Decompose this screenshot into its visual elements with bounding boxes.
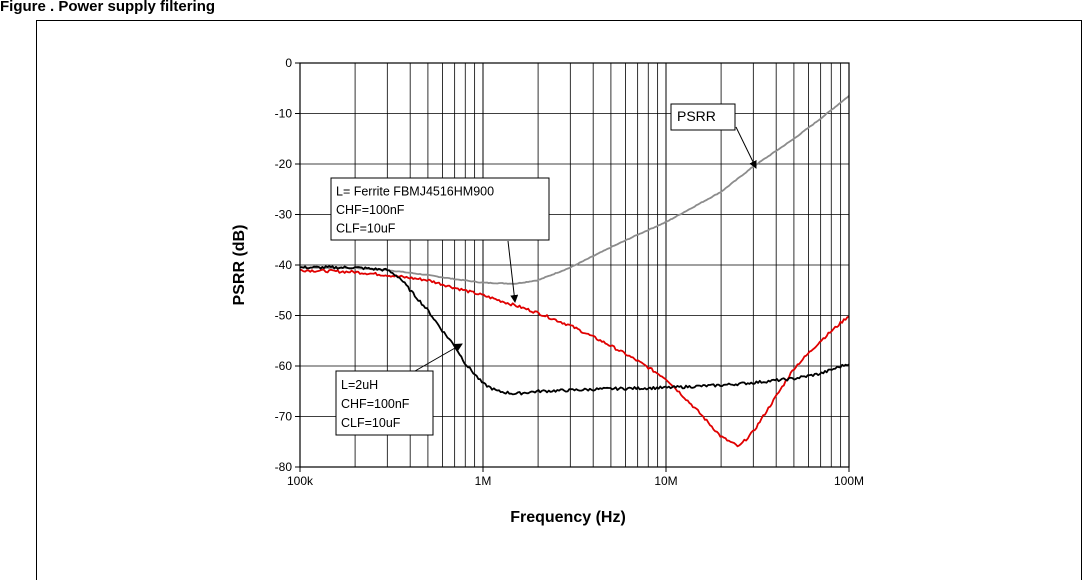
annotation-text-ferrite: CHF=100nF <box>336 203 405 217</box>
annotation-text-psrr: PSRR <box>677 108 716 124</box>
annotation-text-inductor: CHF=100nF <box>341 397 410 411</box>
y-axis-title: PSRR (dB) <box>231 225 248 306</box>
annotation-text-ferrite: CLF=10uF <box>336 222 396 236</box>
x-tick-label: 10M <box>654 474 677 488</box>
y-tick-label: -30 <box>275 208 293 222</box>
annotation-box-inductor <box>335 370 434 436</box>
series-line-1 <box>300 95 850 285</box>
y-tick-label: -40 <box>275 258 293 272</box>
series-line-3 <box>299 265 850 396</box>
y-tick-label: -80 <box>275 460 293 474</box>
series-line-2 <box>299 268 850 448</box>
y-tick-label: -70 <box>275 410 293 424</box>
y-tick-label: -10 <box>275 107 293 121</box>
annotation-arrow <box>414 343 463 372</box>
annotation-arrow <box>507 240 519 303</box>
x-tick-label: 100k <box>287 474 314 488</box>
x-tick-label: 1M <box>475 474 492 488</box>
annotation-text-inductor: CLF=10uF <box>341 416 401 430</box>
annotation-arrow <box>735 126 757 169</box>
annotation-text-inductor: L=2uH <box>341 378 378 392</box>
figure-caption: Figure . Power supply filtering <box>0 0 216 15</box>
annotation-box-ferrite <box>330 177 550 241</box>
series-layer <box>299 95 850 448</box>
x-axis-title: Frequency (Hz) <box>510 509 626 526</box>
x-tick-label: 100M <box>834 474 864 488</box>
figure-frame <box>36 20 1082 580</box>
annotation-text-ferrite: L= Ferrite FBMJ4516HM900 <box>336 185 494 199</box>
y-tick-label: -50 <box>275 309 293 323</box>
y-tick-label: -20 <box>275 157 293 171</box>
y-tick-label: 0 <box>285 56 292 70</box>
y-tick-label: -60 <box>275 359 293 373</box>
annotation-box-psrr <box>670 103 736 131</box>
annotations: PSRR L= Ferrite FBMJ4516HM900 CHF=100nF CLF… <box>330 103 757 436</box>
